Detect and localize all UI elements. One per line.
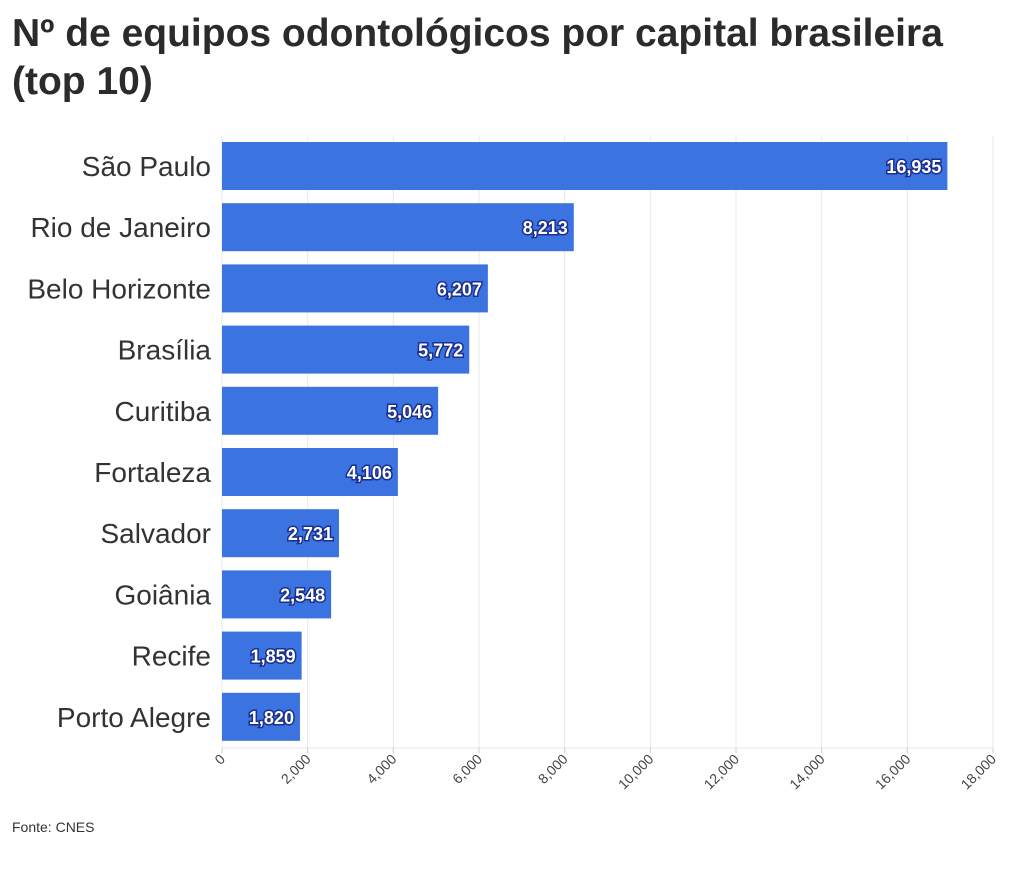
x-axis-ticks: 0 2,000 4,000 6,000 8,000 10,000 12,000 14,000 1…	[211, 748, 999, 792]
category-label: São Paulo	[82, 151, 211, 182]
bar	[222, 509, 339, 558]
x-tick-label: 0	[211, 751, 228, 768]
bar	[222, 325, 470, 374]
category-label: Brasília	[118, 335, 212, 366]
value-label: 4,106	[347, 463, 392, 483]
category-label: Rio de Janeiro	[30, 212, 211, 243]
bar	[222, 386, 439, 435]
category-label: Curitiba	[115, 396, 212, 427]
category-label: Salvador	[100, 518, 211, 549]
value-label: 5,772	[418, 341, 463, 361]
category-label: Belo Horizonte	[27, 273, 211, 304]
x-tick-label: 2,000	[278, 751, 314, 787]
bar	[222, 264, 488, 313]
x-tick-label: 14,000	[786, 751, 828, 793]
value-label: 8,213	[523, 218, 568, 238]
bars	[222, 142, 948, 741]
value-label: 6,207	[437, 279, 482, 299]
value-label: 2,731	[288, 524, 333, 544]
bar	[222, 570, 332, 619]
x-tick-label: 10,000	[615, 751, 657, 793]
value-label: 16,935	[886, 157, 941, 177]
bar	[222, 692, 300, 741]
bar	[222, 142, 948, 190]
chart-title: Nº de equipos odontológicos por capital …	[12, 12, 943, 103]
bar	[222, 631, 302, 680]
category-label: Porto Alegre	[57, 702, 211, 733]
bar	[222, 203, 574, 252]
x-tick-label: 4,000	[363, 751, 399, 787]
value-label: 5,046	[387, 402, 432, 422]
value-labels: 16,935 8,213 6,207 5,772 5,046 4,106 2,731 2,54…	[247, 156, 942, 730]
x-tick-label: 12,000	[701, 751, 743, 793]
value-label: 1,859	[251, 647, 296, 667]
category-label: Recife	[132, 641, 211, 672]
category-label: Fortaleza	[94, 457, 211, 488]
value-label: 1,820	[249, 708, 294, 728]
category-label: Goiânia	[114, 579, 211, 610]
value-label: 2,548	[280, 585, 325, 605]
x-tick-label: 8,000	[535, 751, 571, 787]
source-note: Fonte: CNES	[12, 819, 95, 835]
x-tick-label: 16,000	[872, 751, 914, 793]
x-tick-label: 18,000	[958, 751, 1000, 793]
bar	[222, 448, 398, 496]
category-labels: São Paulo Rio de Janeiro Belo Horizonte Bra…	[27, 151, 211, 733]
x-tick-label: 6,000	[449, 751, 485, 787]
